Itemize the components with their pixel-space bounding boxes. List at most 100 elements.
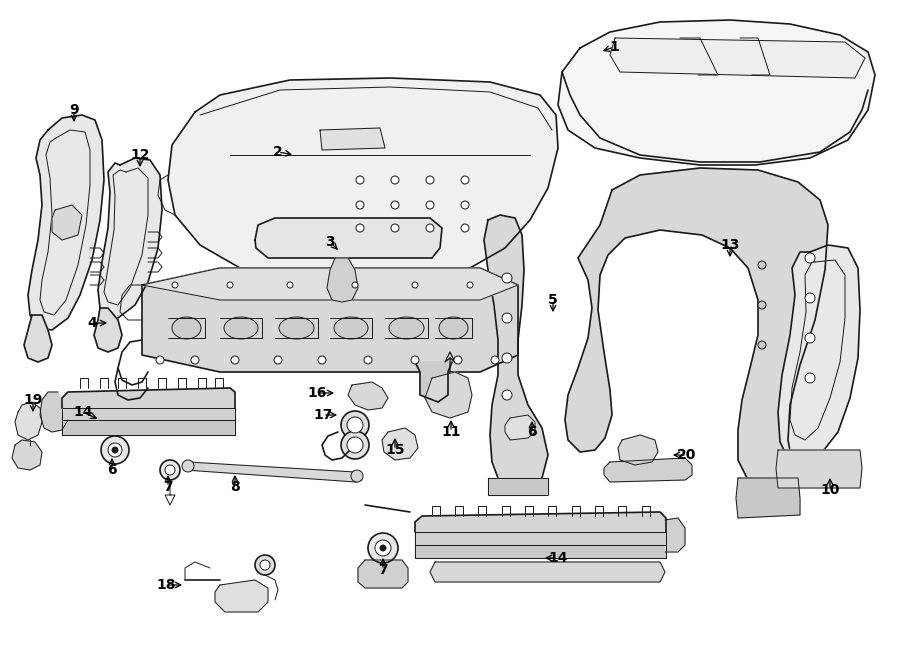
- Circle shape: [274, 356, 282, 364]
- Text: 4: 4: [87, 316, 97, 330]
- Polygon shape: [168, 78, 558, 278]
- Polygon shape: [488, 478, 548, 495]
- Polygon shape: [94, 308, 122, 352]
- Circle shape: [368, 533, 398, 563]
- Text: 8: 8: [230, 480, 240, 494]
- Polygon shape: [425, 372, 472, 418]
- Circle shape: [347, 417, 363, 433]
- Text: 20: 20: [678, 448, 697, 462]
- Ellipse shape: [439, 317, 468, 339]
- Text: 14: 14: [73, 405, 93, 419]
- Ellipse shape: [224, 317, 258, 339]
- Circle shape: [356, 224, 364, 232]
- Circle shape: [391, 201, 399, 209]
- Polygon shape: [52, 205, 82, 240]
- Polygon shape: [358, 560, 408, 588]
- Polygon shape: [558, 20, 875, 165]
- Circle shape: [347, 437, 363, 453]
- Circle shape: [341, 411, 369, 439]
- Circle shape: [318, 356, 326, 364]
- Text: 18: 18: [157, 578, 176, 592]
- Circle shape: [502, 353, 512, 363]
- Circle shape: [805, 293, 815, 303]
- Polygon shape: [618, 435, 658, 465]
- Polygon shape: [183, 462, 362, 482]
- Circle shape: [461, 224, 469, 232]
- Circle shape: [191, 356, 199, 364]
- Circle shape: [426, 176, 434, 184]
- Text: 16: 16: [307, 386, 327, 400]
- Circle shape: [351, 470, 363, 482]
- Polygon shape: [415, 362, 452, 402]
- Text: 6: 6: [107, 463, 117, 477]
- Circle shape: [426, 201, 434, 209]
- Circle shape: [101, 436, 129, 464]
- Polygon shape: [382, 428, 418, 460]
- Circle shape: [391, 224, 399, 232]
- Polygon shape: [320, 128, 385, 150]
- Circle shape: [356, 201, 364, 209]
- Circle shape: [341, 431, 369, 459]
- Polygon shape: [415, 512, 666, 532]
- Polygon shape: [215, 580, 268, 612]
- Circle shape: [491, 356, 499, 364]
- Text: 14: 14: [548, 551, 568, 565]
- Polygon shape: [62, 408, 235, 420]
- Circle shape: [467, 282, 473, 288]
- Circle shape: [112, 447, 118, 453]
- Circle shape: [411, 356, 419, 364]
- Polygon shape: [736, 478, 800, 518]
- Circle shape: [172, 282, 178, 288]
- Text: 9: 9: [69, 103, 79, 117]
- Text: 6: 6: [527, 425, 536, 439]
- Polygon shape: [142, 268, 518, 300]
- Circle shape: [287, 282, 293, 288]
- Text: 15: 15: [385, 443, 405, 457]
- Polygon shape: [484, 215, 548, 488]
- Polygon shape: [430, 562, 665, 582]
- Circle shape: [805, 373, 815, 383]
- Circle shape: [758, 261, 766, 269]
- Polygon shape: [505, 415, 535, 440]
- Ellipse shape: [279, 317, 314, 339]
- Polygon shape: [415, 532, 666, 545]
- Circle shape: [805, 253, 815, 263]
- Polygon shape: [28, 115, 104, 330]
- Circle shape: [356, 176, 364, 184]
- Circle shape: [758, 301, 766, 309]
- Circle shape: [454, 356, 462, 364]
- Text: 7: 7: [163, 480, 173, 494]
- Circle shape: [108, 443, 122, 457]
- Polygon shape: [776, 450, 862, 488]
- Polygon shape: [15, 402, 42, 440]
- Polygon shape: [778, 245, 860, 462]
- Polygon shape: [255, 218, 442, 258]
- Text: 2: 2: [273, 145, 283, 159]
- Polygon shape: [40, 392, 68, 432]
- Ellipse shape: [389, 317, 424, 339]
- Polygon shape: [610, 38, 865, 78]
- Text: 10: 10: [820, 483, 840, 497]
- Polygon shape: [62, 420, 235, 435]
- Text: 19: 19: [23, 393, 42, 407]
- Polygon shape: [348, 382, 388, 410]
- Ellipse shape: [334, 317, 368, 339]
- Polygon shape: [142, 268, 518, 372]
- Circle shape: [375, 540, 391, 556]
- Text: 12: 12: [130, 148, 149, 162]
- Circle shape: [412, 282, 418, 288]
- Polygon shape: [415, 545, 666, 558]
- Polygon shape: [565, 168, 828, 490]
- Circle shape: [231, 356, 239, 364]
- Circle shape: [426, 224, 434, 232]
- Polygon shape: [62, 388, 235, 408]
- Circle shape: [502, 273, 512, 283]
- Text: 3: 3: [325, 235, 335, 249]
- Circle shape: [461, 201, 469, 209]
- Circle shape: [160, 460, 180, 480]
- Circle shape: [255, 555, 275, 575]
- Text: 17: 17: [313, 408, 333, 422]
- Circle shape: [805, 333, 815, 343]
- Circle shape: [502, 390, 512, 400]
- Polygon shape: [604, 458, 692, 482]
